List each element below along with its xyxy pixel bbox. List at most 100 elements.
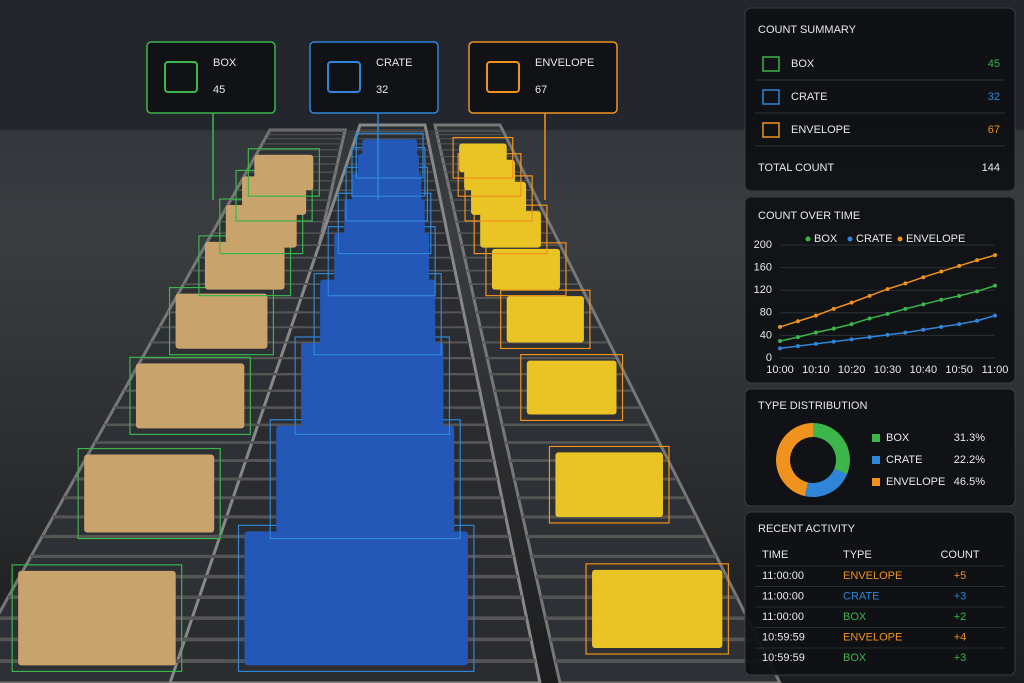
item bbox=[362, 139, 417, 173]
item bbox=[175, 293, 268, 349]
table-header: TIME bbox=[762, 549, 788, 561]
cell-count: +3 bbox=[954, 652, 967, 664]
y-tick-label: 160 bbox=[754, 262, 772, 274]
item bbox=[276, 425, 455, 533]
point bbox=[939, 297, 944, 302]
point bbox=[849, 337, 854, 342]
label-name: ENVELOPE bbox=[535, 57, 594, 69]
item bbox=[244, 531, 468, 666]
x-tick-label: 10:10 bbox=[802, 364, 830, 376]
item bbox=[301, 342, 444, 429]
legend-marker bbox=[872, 478, 880, 486]
point bbox=[993, 283, 997, 288]
point bbox=[921, 275, 926, 280]
panel-title: COUNT OVER TIME bbox=[758, 210, 860, 222]
total-label: TOTAL COUNT bbox=[758, 162, 834, 174]
legend-marker bbox=[805, 236, 811, 242]
point bbox=[867, 293, 872, 298]
legend-label: CRATE bbox=[886, 454, 922, 466]
legend-marker bbox=[872, 456, 880, 464]
point bbox=[957, 322, 962, 327]
table-header: COUNT bbox=[940, 549, 979, 561]
x-tick-label: 10:30 bbox=[874, 364, 902, 376]
point bbox=[849, 300, 854, 305]
detection-box bbox=[11, 564, 183, 673]
y-tick-label: 40 bbox=[760, 329, 772, 341]
cell-time: 11:00:00 bbox=[762, 570, 804, 582]
item bbox=[491, 248, 560, 290]
cell-time: 10:59:59 bbox=[762, 652, 805, 664]
point bbox=[778, 324, 782, 329]
label-count: 45 bbox=[213, 84, 225, 96]
x-tick-label: 10:20 bbox=[838, 364, 866, 376]
y-tick-label: 0 bbox=[766, 352, 772, 364]
point bbox=[813, 330, 818, 335]
detection-box bbox=[77, 447, 221, 540]
table-header: TYPE bbox=[843, 549, 872, 561]
item bbox=[18, 570, 176, 666]
cell-time: 10:59:59 bbox=[762, 631, 805, 643]
panel-title: RECENT ACTIVITY bbox=[758, 523, 856, 535]
cell-type: CRATE bbox=[843, 590, 879, 602]
value-label: 31.3% bbox=[954, 432, 985, 444]
point bbox=[903, 330, 908, 335]
item bbox=[84, 454, 215, 533]
panel bbox=[744, 7, 1016, 192]
point bbox=[831, 306, 836, 311]
item bbox=[135, 363, 245, 429]
legend-label: ENVELOPE bbox=[906, 233, 965, 245]
point bbox=[813, 341, 818, 346]
point bbox=[885, 287, 890, 292]
type-icon bbox=[762, 56, 780, 72]
value-label: 46.5% bbox=[954, 476, 985, 488]
cell-count: +5 bbox=[954, 570, 967, 582]
point bbox=[975, 318, 980, 323]
legend-label: BOX bbox=[814, 233, 838, 245]
type-name: ENVELOPE bbox=[791, 124, 850, 136]
item bbox=[526, 360, 617, 415]
x-tick-label: 10:50 bbox=[945, 364, 973, 376]
detection-box bbox=[548, 445, 670, 524]
detection-box bbox=[500, 289, 591, 350]
point bbox=[957, 263, 962, 268]
point bbox=[795, 319, 800, 324]
label-count: 32 bbox=[376, 84, 388, 96]
cell-time: 11:00:00 bbox=[762, 611, 804, 623]
legend-marker bbox=[872, 434, 880, 442]
point bbox=[867, 335, 872, 340]
cell-count: +4 bbox=[954, 631, 967, 643]
cell-type: BOX bbox=[843, 611, 867, 623]
panel-title: TYPE DISTRIBUTION bbox=[758, 400, 867, 412]
panel bbox=[744, 388, 1016, 507]
type-icon bbox=[762, 89, 780, 105]
donut-slice bbox=[813, 423, 850, 475]
point bbox=[778, 339, 782, 344]
total-count: 144 bbox=[982, 162, 1000, 174]
label-icon bbox=[486, 61, 520, 93]
label-icon bbox=[327, 61, 361, 93]
item bbox=[459, 143, 507, 173]
detection-box bbox=[585, 563, 729, 655]
detection-label bbox=[468, 41, 618, 114]
detection-box bbox=[247, 148, 320, 197]
cell-count: +3 bbox=[954, 590, 967, 602]
cell-count: +2 bbox=[954, 611, 967, 623]
item bbox=[204, 241, 285, 290]
type-count: 45 bbox=[988, 58, 1000, 70]
label-name: BOX bbox=[213, 57, 237, 69]
point bbox=[885, 332, 890, 337]
point bbox=[939, 269, 944, 274]
label-name: CRATE bbox=[376, 57, 412, 69]
item bbox=[320, 279, 436, 349]
y-tick-label: 80 bbox=[760, 307, 772, 319]
point bbox=[795, 344, 800, 349]
legend-marker bbox=[897, 236, 903, 242]
point bbox=[975, 289, 980, 294]
item bbox=[225, 205, 297, 248]
donut-slice bbox=[804, 468, 848, 497]
legend-label: CRATE bbox=[856, 233, 892, 245]
x-tick-label: 10:40 bbox=[910, 364, 938, 376]
point bbox=[993, 253, 997, 258]
cell-time: 11:00:00 bbox=[762, 590, 804, 602]
point bbox=[903, 306, 908, 311]
